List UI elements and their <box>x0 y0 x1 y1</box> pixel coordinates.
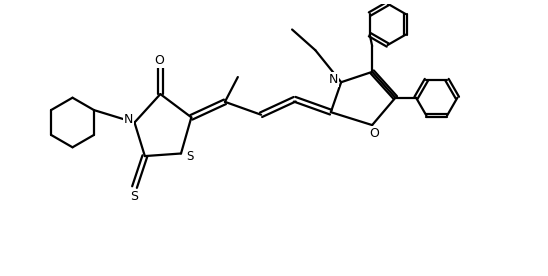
Text: S: S <box>187 150 194 163</box>
Text: N: N <box>124 113 133 126</box>
Text: O: O <box>155 54 164 67</box>
Text: N: N <box>329 73 338 86</box>
Text: S: S <box>130 190 139 203</box>
Text: O: O <box>369 127 379 140</box>
